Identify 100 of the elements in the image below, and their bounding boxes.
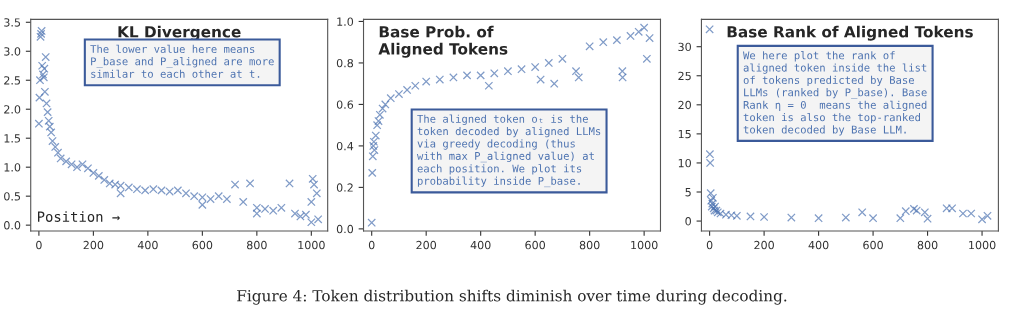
point <box>634 27 643 37</box>
x-tick-label: 600 <box>192 240 213 250</box>
x-tick-label: 200 <box>83 240 104 250</box>
point <box>530 62 540 72</box>
point <box>585 42 594 51</box>
point <box>386 93 396 103</box>
point <box>372 120 382 130</box>
point <box>746 212 755 221</box>
point <box>462 71 472 80</box>
point <box>705 158 715 168</box>
chart-title: Base Rank of Aligned Tokens <box>727 25 973 41</box>
x-tick-label: 1000 <box>969 240 996 250</box>
x-tick-label: 600 <box>525 240 546 250</box>
y-tick-label: 0.8 <box>336 58 354 68</box>
y-tick-label: 0 <box>685 217 691 226</box>
point <box>375 110 385 120</box>
point <box>381 100 390 109</box>
point <box>759 212 769 222</box>
x-axis-title: Position → <box>38 211 120 222</box>
y-tick-label: 30 <box>678 42 691 52</box>
y-tick-label: 5 <box>685 188 691 197</box>
y-tick-label: 3.0 <box>4 47 21 56</box>
point <box>503 66 513 76</box>
point <box>977 215 987 224</box>
annotation: We here plot the rank of aligned token inside the list of tokens predicted by Base LLMs (ranked by P_base). Base Rank η = 0 means the aligned token is also the top-ranked token decoded by Base LLM. <box>743 51 927 136</box>
point <box>410 81 420 91</box>
point <box>371 131 381 140</box>
caption: Figure 4: Token distribution shifts diminish over time during decoding. <box>237 289 787 305</box>
x-tick-label: 800 <box>579 240 600 250</box>
point <box>645 33 654 43</box>
point <box>394 89 404 99</box>
point <box>367 168 377 178</box>
point <box>558 54 567 64</box>
y-tick-label: 0.4 <box>336 141 354 151</box>
y-tick-label: 0.2 <box>336 183 353 192</box>
point <box>402 85 412 95</box>
point <box>639 23 649 32</box>
annotation: The lower value here means P_base and P_aligned are more similar to each other at t. <box>90 44 274 78</box>
point <box>449 73 458 82</box>
point <box>787 213 796 222</box>
y-tick-label: 3.5 <box>4 18 21 27</box>
y-tick-label: 1.5 <box>4 134 21 143</box>
y-tick-label: 15 <box>678 130 691 139</box>
point <box>435 75 445 84</box>
point <box>896 213 905 223</box>
point <box>378 104 387 113</box>
point <box>421 77 431 86</box>
point <box>536 75 545 84</box>
chart-title: KL Divergence <box>118 25 241 41</box>
point <box>571 66 581 76</box>
point <box>476 71 485 80</box>
point <box>612 35 622 45</box>
point <box>574 73 584 82</box>
point <box>706 188 716 198</box>
y-tick-label: 1.0 <box>4 163 21 172</box>
x-tick-label: 0 <box>706 240 713 250</box>
x-tick-label: 800 <box>246 240 267 250</box>
point <box>598 37 608 47</box>
annotation: The aligned token oₜ is the token decoded by aligned LLMs via greedy decoding (thus with max P_aligned value) at each position. We plot its probability inside P_base. <box>416 114 601 188</box>
point <box>544 58 554 68</box>
point <box>484 81 494 91</box>
point <box>549 79 559 88</box>
x-tick-label: 0 <box>368 240 375 250</box>
point <box>705 24 714 34</box>
x-tick-label: 200 <box>416 240 437 250</box>
x-tick-label: 400 <box>137 240 158 250</box>
x-tick-label: 200 <box>754 240 774 250</box>
y-tick-label: 10 <box>678 158 691 168</box>
point <box>705 149 715 159</box>
y-tick-label: 0.5 <box>4 192 21 201</box>
x-tick-label: 600 <box>863 240 883 250</box>
x-tick-label: 400 <box>808 240 829 250</box>
y-tick-label: 20 <box>678 100 691 110</box>
y-tick-label: 0.0 <box>4 221 21 230</box>
point <box>642 54 652 64</box>
point <box>923 214 932 224</box>
point <box>868 213 878 223</box>
point <box>370 145 379 155</box>
y-tick-label: 25 <box>678 71 691 81</box>
x-tick-label: 400 <box>470 240 491 250</box>
point <box>857 208 867 217</box>
y-tick-label: 2.5 <box>4 76 21 85</box>
point <box>618 73 627 82</box>
point <box>618 66 627 76</box>
y-tick-label: 0.0 <box>336 224 354 234</box>
text: Base Prob. of Aligned Tokens <box>378 25 508 58</box>
point <box>374 116 383 126</box>
x-tick-label: 1000 <box>298 240 325 250</box>
point <box>368 151 378 161</box>
point <box>369 137 379 147</box>
point <box>626 31 635 41</box>
point <box>841 213 851 222</box>
point <box>367 218 376 227</box>
point <box>369 141 378 151</box>
y-tick-label: 0.6 <box>336 100 354 109</box>
point <box>983 211 992 221</box>
x-tick-label: 0 <box>36 240 42 250</box>
y-tick-label: 2.0 <box>4 105 21 114</box>
y-tick-label: 1.0 <box>337 17 354 26</box>
x-tick-label: 1000 <box>631 240 658 250</box>
